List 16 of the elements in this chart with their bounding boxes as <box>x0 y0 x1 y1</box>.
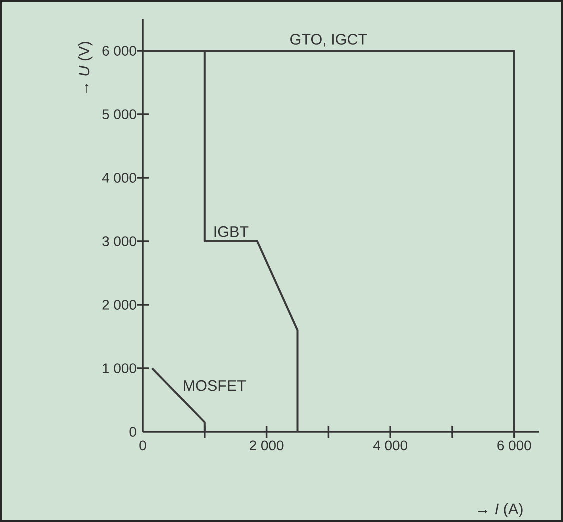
series-label: IGBT <box>214 226 249 238</box>
x-tick-label: 2 000 <box>250 440 284 451</box>
y-tick-label: 2 000 <box>102 300 136 310</box>
x-tick-label: 6 000 <box>498 440 532 451</box>
y-tick-label: 6 000 <box>102 46 136 56</box>
y-tick-label: 0 <box>130 427 136 437</box>
y-tick-label: 5 000 <box>102 110 136 120</box>
x-tick-label: 0 <box>140 440 146 451</box>
x-axis-title: → I (A) <box>478 503 523 518</box>
y-tick-label: 1 000 <box>103 364 136 374</box>
y-axis-title: → U (V) <box>78 42 93 94</box>
y-tick-label: 4 000 <box>102 173 136 183</box>
series-label: GTO, IGCT <box>290 34 368 47</box>
y-tick-label: 3 000 <box>102 236 136 246</box>
x-tick-label: 4 000 <box>373 440 408 451</box>
series-label: MOSFET <box>184 380 246 392</box>
